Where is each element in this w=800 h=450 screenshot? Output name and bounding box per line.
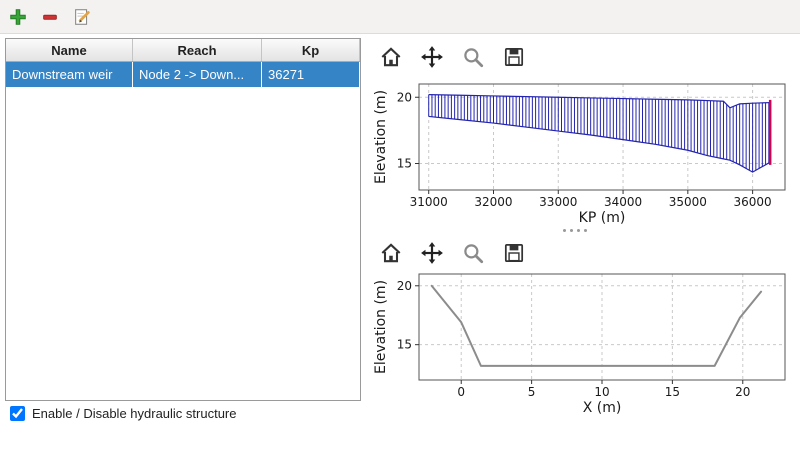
enable-structure-checkbox-row[interactable]: Enable / Disable hydraulic structure [10,406,237,421]
svg-text:10: 10 [594,385,609,399]
app-toolbar [0,0,800,34]
svg-text:KP (m): KP (m) [579,210,626,226]
table-body: Downstream weir Node 2 -> Down... 36271 [6,61,360,87]
svg-text:20: 20 [397,90,412,104]
enable-structure-checkbox[interactable] [10,406,25,421]
home-button[interactable] [378,240,404,266]
svg-text:15: 15 [397,338,412,352]
pan-button[interactable] [419,240,445,266]
plus-icon [10,8,26,25]
svg-text:Elevation (m): Elevation (m) [373,90,389,184]
svg-text:35000: 35000 [669,195,707,209]
svg-text:Elevation (m): Elevation (m) [373,280,389,374]
minus-icon [43,14,57,20]
add-structure-button[interactable] [6,5,30,29]
svg-text:5: 5 [528,385,536,399]
pan-button[interactable] [419,44,445,70]
magnifier-icon [464,244,484,264]
table-row[interactable]: Downstream weir Node 2 -> Down... 36271 [6,61,360,87]
splitter-handle[interactable] [545,227,605,234]
column-header[interactable]: Kp [261,39,360,62]
home-icon [381,243,401,263]
home-button[interactable] [378,44,404,70]
cross-section-chart: 0 5 10 15 20 15 20 X (m) Elevation (m) [371,266,795,416]
enable-structure-label: Enable / Disable hydraulic structure [32,406,237,421]
home-icon [381,47,401,67]
svg-text:20: 20 [397,279,412,293]
save-icon [504,47,524,67]
remove-structure-button[interactable] [38,5,62,29]
edit-structure-button[interactable] [70,5,94,29]
svg-text:36000: 36000 [734,195,772,209]
svg-text:15: 15 [397,157,412,171]
svg-text:33000: 33000 [539,195,577,209]
svg-text:34000: 34000 [604,195,642,209]
structures-table: Name Reach Kp Downstream weir Node 2 -> Dow… [6,39,360,87]
cross-section-chart-toolbar [378,240,527,266]
svg-text:20: 20 [735,385,750,399]
svg-text:0: 0 [457,385,465,399]
save-button[interactable] [501,44,527,70]
magnifier-icon [464,48,484,68]
table-header-row: Name Reach Kp [6,39,360,62]
column-header[interactable]: Name [6,39,133,62]
svg-text:15: 15 [665,385,680,399]
pan-icon [421,46,443,68]
save-button[interactable] [501,240,527,266]
edit-icon [75,8,90,25]
svg-text:X (m): X (m) [583,400,622,416]
svg-text:32000: 32000 [474,195,512,209]
kp-chart-toolbar [378,44,527,70]
zoom-button[interactable] [460,44,486,70]
save-icon [504,243,524,263]
structures-table-panel: Name Reach Kp Downstream weir Node 2 -> Dow… [5,38,361,401]
svg-text:31000: 31000 [410,195,448,209]
column-header[interactable]: Reach [132,39,262,62]
zoom-button[interactable] [460,240,486,266]
pan-icon [421,242,443,264]
kp-profile-chart: 31000 32000 33000 34000 35000 36000 15 20 KP (m)… [371,76,795,226]
